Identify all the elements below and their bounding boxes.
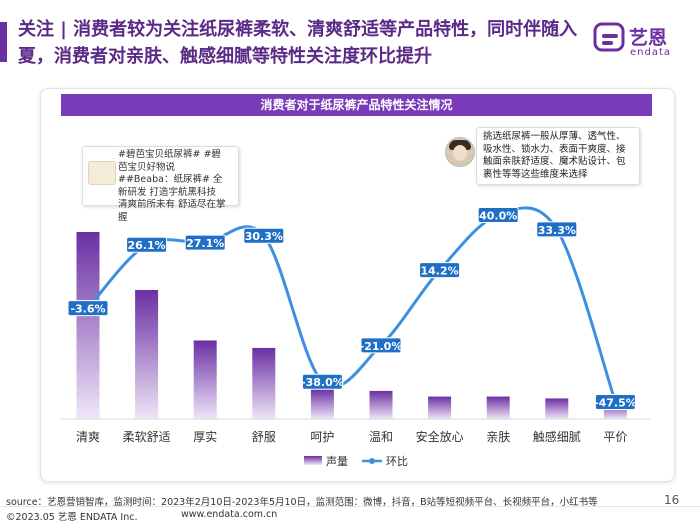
mom-label-10: -47.5% — [594, 397, 637, 410]
mom-label-bg-6 — [360, 337, 402, 354]
mom-label-bg-2 — [126, 236, 168, 253]
footer-divider — [0, 506, 700, 507]
bar-4 — [252, 347, 276, 419]
bar-7 — [428, 396, 452, 419]
user-avatar — [445, 137, 475, 167]
category-label-6: 温和 — [369, 430, 393, 444]
mom-label-3: 27.1% — [186, 237, 224, 250]
logo-text: 艺恩 — [629, 27, 668, 49]
mom-label-1: -3.6% — [70, 303, 105, 316]
page-number: 16 — [664, 493, 680, 507]
chart-title: 消费者对于纸尿裤产品特性关注情况 — [61, 94, 652, 116]
mom-label-4: 30.3% — [245, 230, 283, 243]
avatar-face — [453, 145, 467, 161]
bar-5 — [310, 389, 334, 419]
mom-label-7: 14.2% — [421, 265, 459, 278]
mom-label-bg-7 — [419, 262, 461, 279]
brand-logo-thumbnail — [88, 161, 116, 185]
mom-line — [86, 206, 617, 404]
mom-label-6: -21.0% — [360, 340, 403, 353]
mom-label-2: 26.1% — [128, 239, 166, 252]
page-headline: 关注 | 消费者较为关注纸尿裤柔软、清爽舒适等产品特性，同时伴随入夏，消费者对亲… — [18, 19, 578, 67]
endata-logo-icon — [593, 22, 625, 52]
copyright: ©2023.05 艺恩 ENDATA Inc. — [6, 512, 138, 523]
category-label-3: 厚实 — [193, 429, 217, 444]
legend-line-label: 环比 — [386, 455, 408, 468]
accent-bar — [0, 22, 7, 62]
category-label-5: 呵护 — [310, 430, 334, 444]
bar-6 — [369, 390, 393, 419]
mom-label-bg-1 — [67, 300, 109, 317]
category-label-10: 平价 — [603, 430, 627, 444]
category-label-1: 清爽 — [76, 430, 100, 444]
endata-logo: 艺恩 endata — [593, 20, 693, 65]
bar-1 — [76, 232, 100, 419]
logo-subtext: endata — [630, 47, 672, 58]
bar-3 — [193, 340, 217, 419]
user-comment-callout: 挑选纸尿裤一般从厚薄、透气性、吸水性、锁水力、表面干爽度、接触面亲肤舒适度、魔术… — [476, 127, 640, 185]
category-label-9: 触感细腻 — [533, 429, 581, 444]
category-label-2: 柔软舒适 — [123, 430, 171, 444]
brand-post-text: #碧芭宝贝纸尿裤# #碧芭宝贝好物说##Beaba：纸尿裤# 全新研发 打造宇航… — [118, 149, 226, 223]
mom-label-bg-3 — [184, 234, 226, 251]
mom-label-9: 33.3% — [538, 224, 576, 237]
mom-label-bg-5 — [301, 373, 343, 390]
mom-label-bg-8 — [477, 207, 519, 223]
mom-label-5: -38.0% — [301, 376, 344, 389]
category-label-7: 安全放心 — [416, 429, 464, 444]
source-note: source：艺恩营销智库，监测时间：2023年2月10日-2023年5月10日… — [6, 497, 598, 508]
legend-bar-swatch — [304, 456, 322, 465]
website-url: www.endata.com.cn — [181, 509, 278, 520]
mom-label-8: 40.0% — [479, 210, 517, 223]
bar-8 — [486, 396, 510, 419]
legend-bar-label: 声量 — [326, 454, 348, 468]
mom-label-bg-4 — [243, 227, 285, 244]
bar-2 — [135, 289, 159, 419]
bar-9 — [545, 398, 569, 419]
category-label-8: 亲肤 — [486, 429, 510, 444]
legend-line-dot — [369, 458, 375, 464]
mom-label-bg-10 — [594, 394, 636, 410]
category-label-4: 舒服 — [252, 430, 276, 444]
mom-label-bg-9 — [536, 221, 578, 238]
